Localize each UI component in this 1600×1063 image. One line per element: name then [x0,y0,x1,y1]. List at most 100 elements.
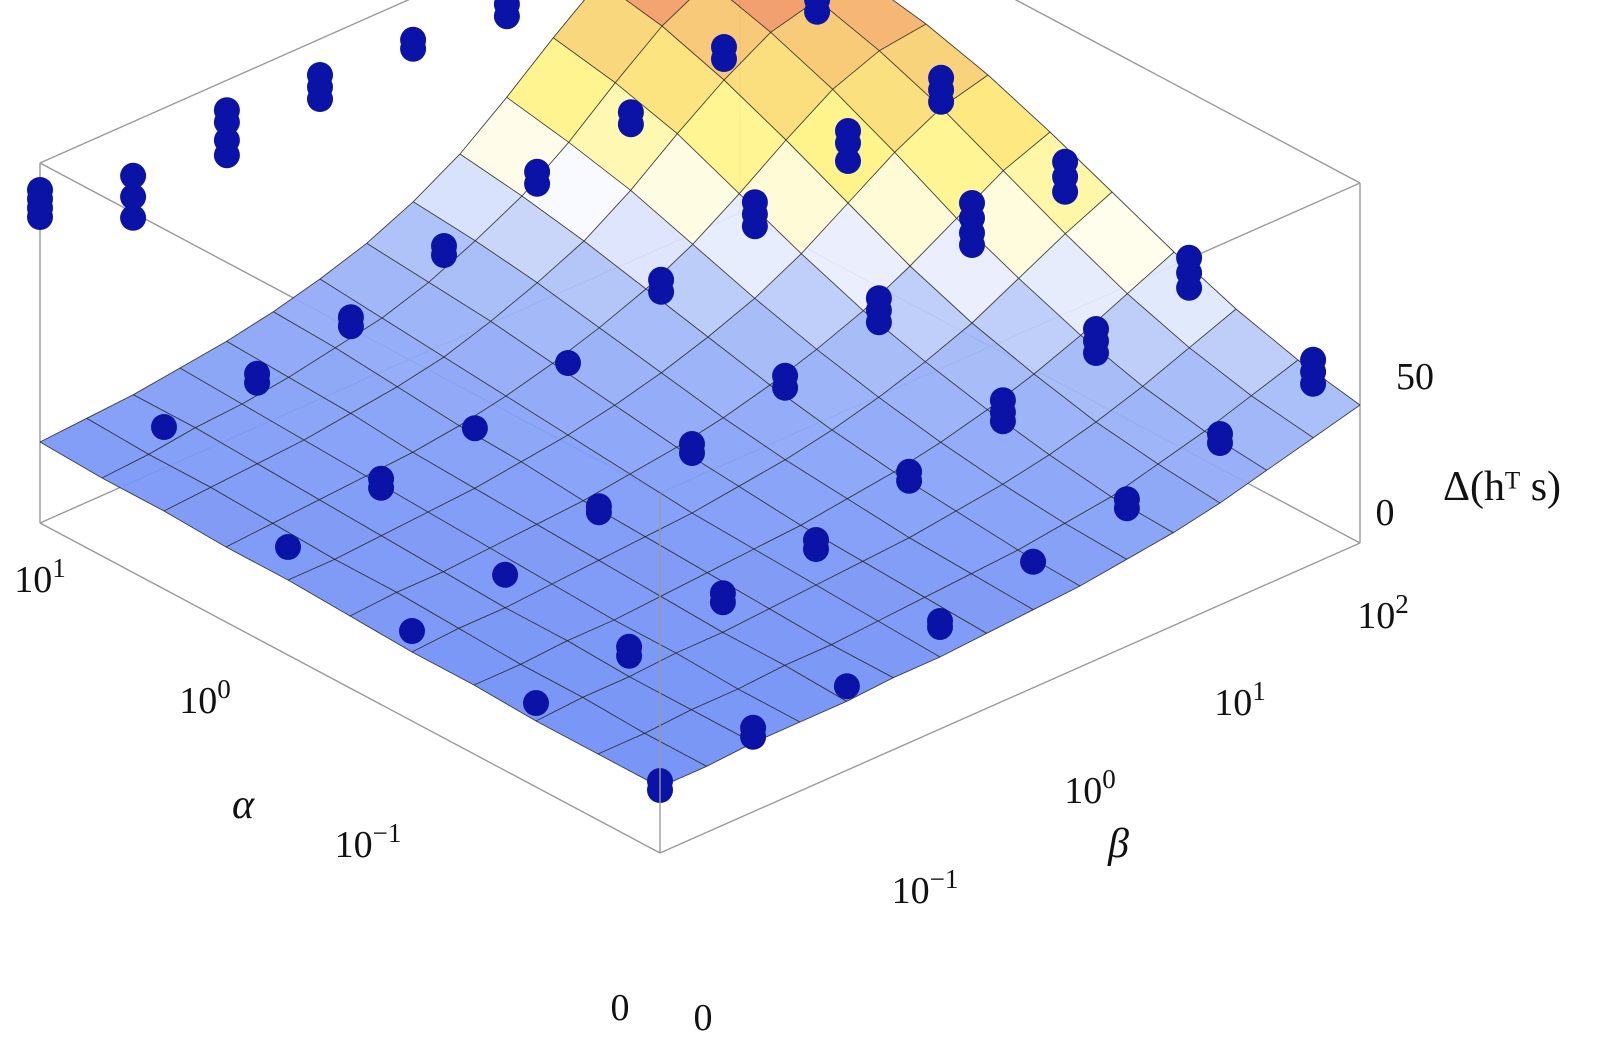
surface-patch [288,559,397,616]
surface-patch [910,218,1019,323]
surface-patch [692,486,801,549]
scatter-point [120,162,147,189]
scatter-point [244,360,271,387]
surface-patch [382,282,491,357]
surface-patch [428,240,538,322]
scatter-stack [461,415,488,442]
scatter-stack [307,62,333,112]
surface-patch [879,24,988,108]
scatter-point [812,0,822,1]
scatter-stack [151,414,177,440]
scatter-point [740,714,767,741]
surface-patch [521,435,630,501]
surface-patch [366,452,475,512]
scatter-point [307,62,333,88]
scatter-stack [1207,421,1233,456]
scatter-stack [524,158,551,197]
scatter-point [835,118,861,144]
surface-grid-line-beta [39,441,661,788]
surface-patch [444,321,553,396]
scatter-stack [804,0,831,25]
scatter-point [213,97,240,124]
box-edge-top-right [1014,0,1361,184]
surface-patch [676,632,785,689]
surface-patch [848,152,957,266]
surface-patch [133,368,242,428]
surface-patch [614,372,724,448]
scatter-stack [833,673,860,700]
scatter-stack [989,387,1016,435]
surface-patch [210,463,320,524]
scatter-point [617,99,644,126]
scatter-stack [616,633,643,669]
surface-patch [816,310,926,398]
scatter-point [679,431,705,457]
surface-grid-line-beta [892,0,1361,406]
scatter-stack [244,360,271,396]
scatter-point [213,127,240,154]
surface-patch [381,512,490,572]
surface-patch [987,374,1096,455]
scatter-stack [1052,148,1079,205]
surface-patch [568,405,677,474]
surface-patch [785,430,894,499]
surface-grid-line-beta [319,278,941,658]
surface-patch [1080,293,1190,387]
surface-patch [396,571,506,629]
surface-patch [568,82,678,191]
surface-patch [1204,395,1314,471]
surface-patch [164,487,273,547]
surface-patch [288,347,398,414]
surface-grid-line-alpha [39,0,585,443]
surface-patch [924,573,1034,634]
surface-patch [626,0,690,26]
beta-axis-label: β [1107,821,1129,867]
beta-tick-label: 0 [694,997,713,1039]
scatter-stack [865,285,892,336]
surface-patch [458,607,568,665]
scatter-point [275,534,301,560]
beta-tick-label: 101 [1214,676,1266,724]
surface-patch [506,363,615,435]
scatter-point [709,580,736,607]
scatter-stack [337,304,364,340]
surface-grid-line-beta [730,0,1267,471]
surface-patch [817,0,926,51]
surface-patch [847,472,956,538]
scatter-point [1083,316,1109,342]
scatter-stack [400,26,427,62]
scatter-stack [928,64,955,115]
surface-grid-line-alpha [411,191,1113,653]
surface-patch [413,154,522,241]
surface-patch [894,442,1003,511]
scatter-stack [835,118,861,174]
surface-grid-line-beta [226,340,847,702]
alpha-tick-label: 0 [611,987,630,1029]
surface-patch [334,535,444,593]
surface-patch [1189,309,1298,396]
scatter-stack [27,177,53,230]
scatter-stack [120,162,147,231]
scatter-point [368,465,395,492]
surface-patch [350,386,460,453]
scatter-point [833,673,860,700]
surface-grid-line-beta [459,153,1081,587]
bounding-box-front [39,493,1361,854]
surface-grid-line-alpha [349,131,1051,617]
surface-patch [708,298,817,385]
surface-mesh [39,0,1361,788]
surface-patch [971,550,1080,610]
scatter-point [585,493,612,520]
scatter-point [120,204,147,231]
surface-patch [630,447,739,513]
surface-grid-line-beta [816,0,1314,439]
scatter-point [1052,148,1079,175]
surface-patch [801,203,910,311]
surface-patch [615,26,724,134]
surface-grid-line-alpha [473,251,1175,686]
surface-patch [909,511,1018,574]
scatter-point [928,64,955,91]
surface-patch [520,640,630,698]
surface-grid-line-beta [273,311,894,679]
surface-patch [676,417,786,487]
